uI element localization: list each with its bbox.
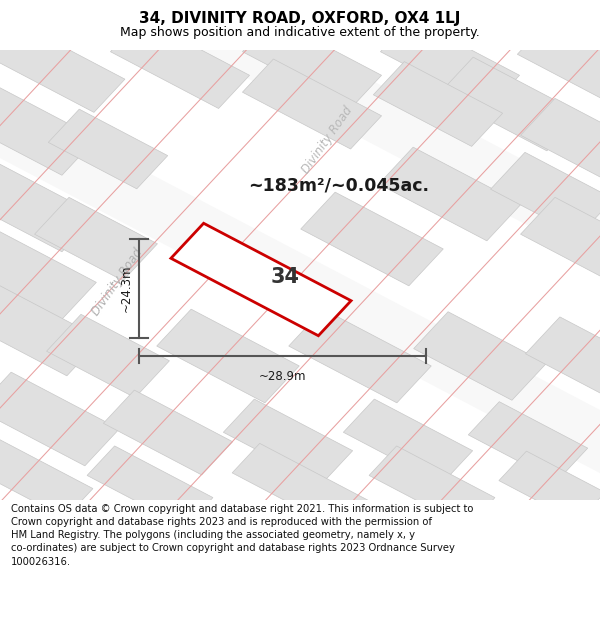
Polygon shape	[468, 402, 588, 481]
Text: Divinity Road: Divinity Road	[299, 104, 355, 176]
Polygon shape	[242, 59, 382, 149]
Text: Contains OS data © Crown copyright and database right 2021. This information is : Contains OS data © Crown copyright and d…	[11, 504, 473, 566]
Polygon shape	[110, 19, 250, 109]
Polygon shape	[491, 152, 600, 236]
Polygon shape	[369, 446, 495, 527]
Polygon shape	[87, 446, 213, 527]
Text: 34: 34	[271, 268, 299, 288]
Polygon shape	[48, 109, 168, 189]
Polygon shape	[35, 198, 157, 281]
Polygon shape	[0, 0, 600, 474]
Polygon shape	[526, 317, 600, 395]
Text: 34, DIVINITY ROAD, OXFORD, OX4 1LJ: 34, DIVINITY ROAD, OXFORD, OX4 1LJ	[139, 11, 461, 26]
Polygon shape	[413, 312, 547, 400]
Polygon shape	[521, 198, 600, 281]
Polygon shape	[499, 451, 600, 522]
Text: ~183m²/~0.045ac.: ~183m²/~0.045ac.	[248, 176, 430, 194]
Polygon shape	[103, 390, 233, 475]
Polygon shape	[157, 309, 299, 403]
Polygon shape	[0, 87, 97, 175]
Polygon shape	[380, 19, 520, 109]
Polygon shape	[47, 314, 169, 398]
Polygon shape	[0, 282, 101, 376]
Polygon shape	[242, 19, 382, 109]
Polygon shape	[171, 223, 351, 336]
Polygon shape	[0, 14, 125, 112]
Polygon shape	[0, 437, 93, 518]
Polygon shape	[232, 443, 368, 529]
Polygon shape	[301, 192, 443, 286]
Polygon shape	[0, 163, 97, 252]
Polygon shape	[439, 57, 581, 151]
Polygon shape	[517, 21, 600, 106]
Polygon shape	[373, 62, 503, 146]
Polygon shape	[0, 372, 119, 466]
Text: ~24.3m: ~24.3m	[119, 265, 133, 312]
Polygon shape	[289, 309, 431, 403]
Polygon shape	[0, 231, 97, 319]
Text: Divinity Road: Divinity Road	[89, 246, 145, 318]
Polygon shape	[0, 0, 600, 384]
Polygon shape	[343, 399, 473, 484]
Polygon shape	[521, 98, 600, 182]
Polygon shape	[379, 147, 521, 241]
Text: ~28.9m: ~28.9m	[259, 369, 307, 382]
Text: Map shows position and indicative extent of the property.: Map shows position and indicative extent…	[120, 26, 480, 39]
Polygon shape	[223, 399, 353, 484]
